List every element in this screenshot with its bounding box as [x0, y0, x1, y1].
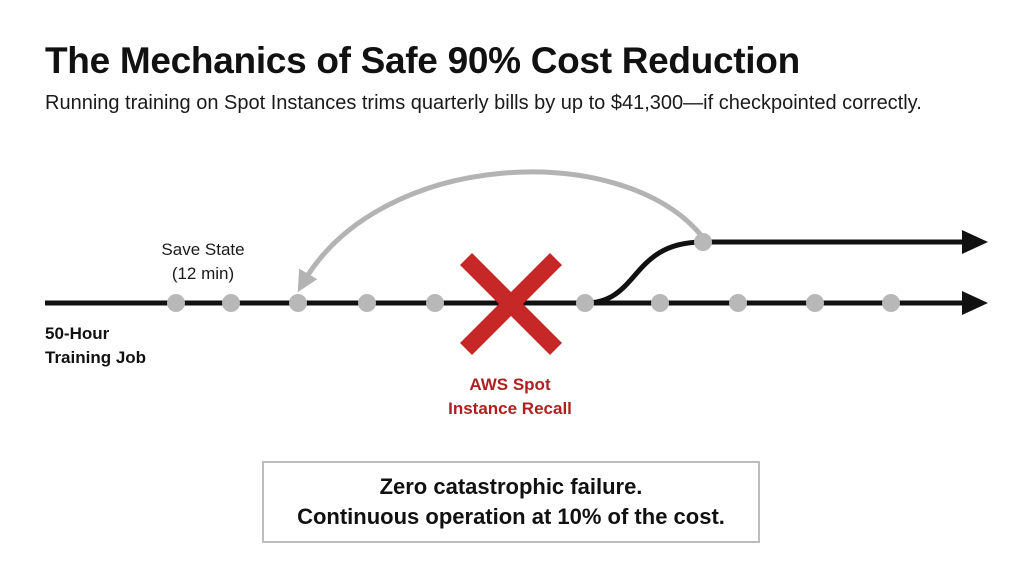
spot-recall-label: AWS Spot Instance Recall — [420, 373, 600, 421]
spot-recall-line2: Instance Recall — [448, 399, 572, 418]
main-timeline-arrow-head-icon — [962, 291, 988, 315]
checkpoint-dot — [806, 294, 824, 312]
save-state-title: Save State — [161, 240, 245, 259]
page-title: The Mechanics of Safe 90% Cost Reduction — [45, 40, 800, 81]
resume-branch-arrow-head-icon — [962, 230, 988, 254]
checkpoint-dot — [651, 294, 669, 312]
rollback-arrow — [297, 169, 703, 293]
resume-branch — [584, 239, 962, 306]
checkpoint-dot — [729, 294, 747, 312]
training-job-line2: Training Job — [45, 348, 147, 367]
checkpoint-dot — [882, 294, 900, 312]
checkpoint-dots — [167, 233, 900, 312]
summary-callout: Zero catastrophic failure. Continuous op… — [262, 461, 760, 543]
checkpoint-dot — [358, 294, 376, 312]
spot-recall-line1: AWS Spot — [469, 375, 551, 394]
save-state-label: Save State (12 min) — [118, 238, 288, 286]
resume-checkpoint-dot — [694, 233, 712, 251]
cross-icon — [459, 252, 563, 356]
callout-line1: Zero catastrophic failure. — [379, 474, 643, 499]
checkpoint-dot — [289, 294, 307, 312]
checkpoint-dot — [167, 294, 185, 312]
training-job-line1: 50-Hour — [45, 324, 110, 343]
checkpoint-dot — [222, 294, 240, 312]
checkpoint-dot — [426, 294, 444, 312]
training-job-label: 50-Hour Training Job — [45, 322, 146, 370]
save-state-duration: (12 min) — [171, 264, 235, 283]
page-subtitle: Running training on Spot Instances trims… — [45, 92, 922, 114]
checkpoint-dot — [576, 294, 594, 312]
callout-line2: Continuous operation at 10% of the cost. — [297, 504, 725, 529]
